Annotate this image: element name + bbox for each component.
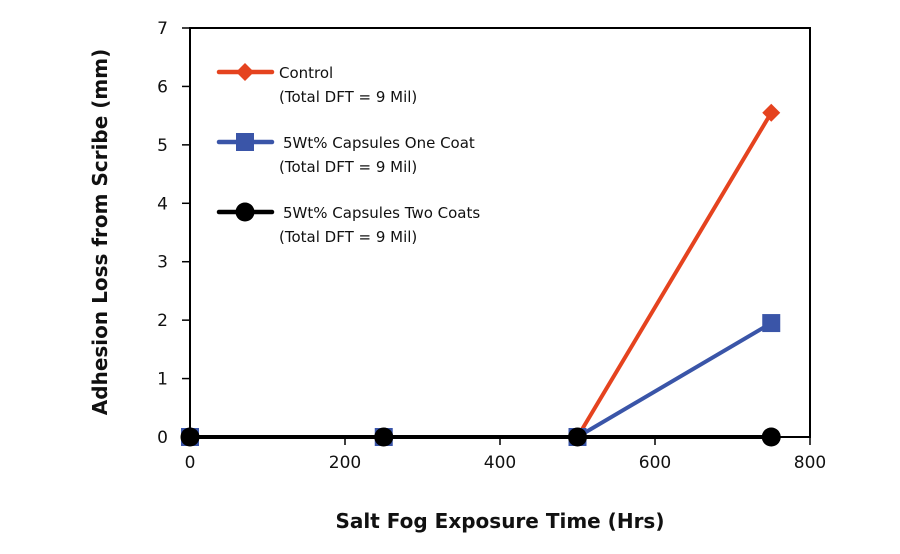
y-tick-label: 5 (157, 136, 168, 156)
series-1 (181, 314, 781, 446)
data-point (180, 427, 200, 447)
y-tick-label: 4 (157, 194, 168, 214)
series-line (190, 111, 773, 439)
y-axis-title: Adhesion Loss from Scribe (mm) (88, 49, 112, 415)
axes: 0 1 2 3 4 5 6 7 0 200 400 600 800 (157, 19, 826, 473)
legend: Control(Total DFT = 9 Mil)5Wt% Capsules … (216, 63, 480, 246)
data-point (761, 427, 781, 447)
data-point (762, 103, 781, 122)
legend-item-0: Control (Total DFT = 9 Mil) (216, 63, 417, 106)
legend-item-2: 5Wt% Capsules Two Coats (Total DFT = 9 Mi… (216, 202, 480, 246)
legend-label: Control (279, 64, 333, 82)
x-axis-title: Salt Fog Exposure Time (Hrs) (336, 509, 665, 533)
x-tick-label: 0 (185, 453, 196, 473)
series-2 (180, 427, 781, 447)
data-point (762, 314, 781, 333)
y-tick-label: 1 (157, 370, 168, 390)
data-point (374, 427, 394, 447)
legend-sublabel: (Total DFT = 9 Mil) (279, 88, 417, 106)
legend-sublabel: (Total DFT = 9 Mil) (279, 228, 417, 246)
legend-label: 5Wt% Capsules One Coat (283, 134, 475, 152)
y-tick-label: 6 (157, 77, 168, 97)
legend-marker (236, 63, 254, 81)
x-tick-label: 200 (329, 453, 361, 473)
y-tick-label: 7 (157, 19, 168, 39)
y-tick-label: 0 (157, 428, 168, 448)
legend-marker (236, 133, 254, 151)
legend-marker (235, 202, 255, 222)
series-layer (180, 103, 781, 447)
legend-sublabel: (Total DFT = 9 Mil) (279, 158, 417, 176)
x-tick-label: 400 (484, 453, 516, 473)
series-0 (181, 103, 781, 446)
data-point (568, 427, 587, 447)
x-tick-label: 800 (794, 453, 826, 473)
y-tick-label: 3 (157, 253, 168, 273)
legend-item-1: 5Wt% Capsules One Coat (Total DFT = 9 Mil… (216, 133, 475, 176)
legend-label: 5Wt% Capsules Two Coats (283, 204, 480, 222)
series-line (190, 321, 773, 439)
x-tick-label: 600 (639, 453, 671, 473)
y-tick-label: 2 (157, 311, 168, 331)
